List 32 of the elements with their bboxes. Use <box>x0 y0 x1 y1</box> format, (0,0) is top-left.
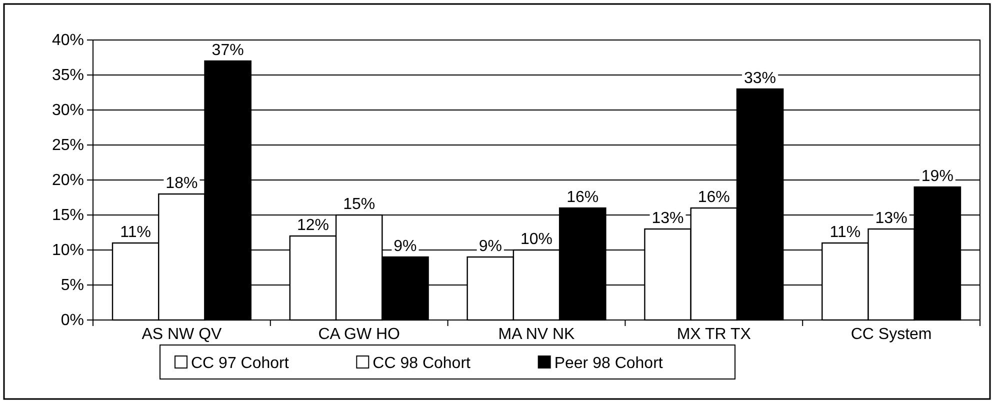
data-label: 11% <box>120 224 151 241</box>
y-tick-label: 10% <box>52 242 84 260</box>
legend-label: CC 98 Cohort <box>372 355 472 372</box>
data-label: 15% <box>343 196 376 213</box>
y-tick-label: 20% <box>52 172 84 190</box>
data-label: 16% <box>566 189 599 206</box>
data-label: 12% <box>296 217 329 234</box>
x-tick-label: MX TR TX <box>676 326 752 343</box>
data-label: 18% <box>166 175 198 192</box>
x-tick-label: CC System <box>850 326 932 343</box>
data-label: 11% <box>830 224 861 241</box>
legend-label: CC 97 Cohort <box>191 355 290 372</box>
y-tick-label: 25% <box>52 137 84 154</box>
x-tick-label: AS NW QV <box>142 326 222 343</box>
y-tick-label: 5% <box>60 277 84 294</box>
data-label: 33% <box>744 70 776 87</box>
x-tick-label: CA GW HO <box>318 326 400 343</box>
y-tick-label: 35% <box>52 67 84 84</box>
data-label: 16% <box>698 189 730 206</box>
y-tick-label: 30% <box>52 102 84 120</box>
y-tick-label: 40% <box>52 32 84 50</box>
data-label: 13% <box>652 210 684 227</box>
data-label: 13% <box>875 210 908 227</box>
x-tick-label: MA NV NK <box>498 326 576 343</box>
data-label: 10% <box>520 231 553 248</box>
y-tick-label: 0% <box>60 312 84 330</box>
data-label: 9% <box>394 238 417 255</box>
legend-label: Peer 98 Cohort <box>554 355 664 372</box>
data-label: 37% <box>212 42 244 59</box>
data-label: 19% <box>921 168 954 185</box>
y-tick-label: 15% <box>52 207 84 224</box>
data-label: 9% <box>478 238 502 255</box>
